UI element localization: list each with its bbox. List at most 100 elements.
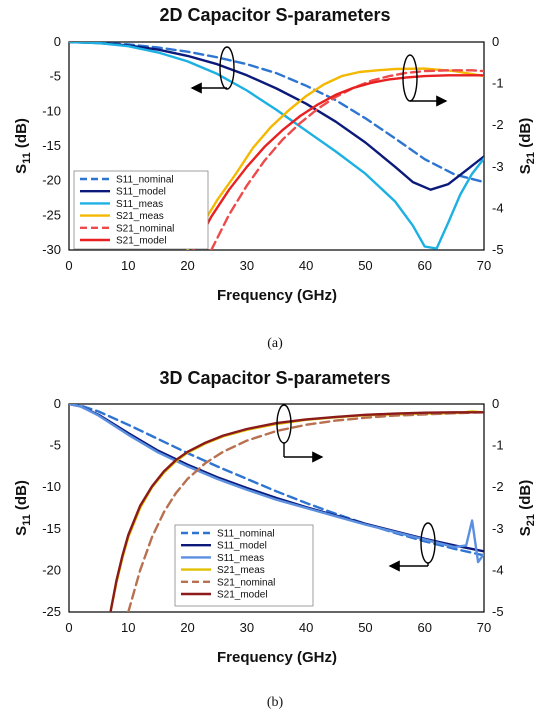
y2-axis-subscript: 21 — [525, 152, 537, 164]
plot-area — [68, 41, 485, 251]
legend-box — [174, 524, 314, 607]
y2-axis-letter: S — [517, 526, 534, 536]
series-line-s11-nominal — [69, 404, 484, 557]
x-tick-label: 50 — [358, 620, 372, 635]
annotation-left — [190, 46, 235, 94]
series-line-s11-nominal — [69, 42, 484, 184]
y2-tick-label: -5 — [492, 242, 504, 257]
legend: S11_nominalS11_modelS11_measS21_measS21_… — [73, 170, 209, 250]
series-line-s21-model — [109, 411, 484, 612]
y-axis-letter: S — [13, 526, 30, 536]
y-tick-label: -10 — [42, 103, 61, 118]
x-axis-title: Frequency (GHz) — [217, 649, 337, 666]
x-tick-label: 70 — [477, 258, 491, 273]
axis-ticks: 0 10 20 30 40 50 60 70 0 -5 -10 -15 -20 -25 0 -1 -2 -3 -4 -… — [42, 396, 503, 635]
x-tick-label: 0 — [65, 258, 72, 273]
legend-label: S11_nominal — [116, 175, 174, 186]
legend-label: S11_meas — [217, 553, 264, 564]
y-tick-label: -30 — [42, 242, 61, 257]
y-axis-title: S11 (dB) — [13, 118, 33, 174]
series-line-s11-meas — [69, 42, 484, 250]
legend: S11_nominalS11_modelS11_measS21_measS21_… — [174, 524, 314, 607]
y2-tick-label: -2 — [492, 479, 504, 494]
legend-items: S11_nominalS11_modelS11_measS21_measS21_… — [80, 175, 174, 247]
y2-axis-letter: S — [517, 164, 534, 174]
x-tick-label: 10 — [121, 620, 135, 635]
y-axis-unit: (dB) — [13, 118, 30, 152]
legend-items: S11_nominalS11_modelS11_measS21_measS21_… — [181, 529, 275, 601]
axis-ticks: 0 10 20 30 40 50 60 70 0 -5 -10 -15 -20 -25 -30 0 -1 -2 -3… — [42, 34, 503, 273]
legend-label: S21_model — [217, 590, 268, 601]
series-line-s11-model — [69, 42, 484, 191]
y2-axis-title: S21 (dB) — [517, 118, 537, 174]
y2-tick-label: -2 — [492, 117, 504, 132]
y2-tick-label: -1 — [492, 76, 504, 91]
y2-tick-label: -3 — [492, 159, 504, 174]
y-axis-letter: S — [13, 164, 30, 174]
y-tick-label: -15 — [42, 521, 61, 536]
y-axis-title: S11 (dB) — [13, 480, 33, 536]
legend-label: S11_model — [116, 187, 166, 198]
figure-caption: (a) — [267, 336, 283, 351]
y2-tick-label: -4 — [492, 562, 504, 577]
annotation-lower — [388, 522, 436, 572]
y-axis-subscript: 11 — [21, 152, 33, 164]
legend-label: S11_nominal — [217, 529, 275, 540]
legend-label: S11_model — [217, 541, 267, 552]
y2-axis-unit: (dB) — [517, 480, 534, 514]
x-tick-label: 60 — [417, 620, 431, 635]
y2-tick-label: -3 — [492, 521, 504, 536]
chart-title: 2D Capacitor S-parameters — [159, 5, 390, 25]
legend-label: S21_model — [116, 236, 167, 247]
y-tick-label: 0 — [54, 34, 61, 49]
annotation-upper — [276, 404, 324, 463]
x-tick-label: 30 — [240, 258, 254, 273]
figure-caption: (b) — [267, 695, 284, 710]
legend-label: S21_meas — [116, 211, 164, 222]
series-line-s11-meas — [69, 404, 484, 564]
y-tick-label: -25 — [42, 207, 61, 222]
x-tick-label: 10 — [121, 258, 135, 273]
y2-axis-unit: (dB) — [517, 118, 534, 152]
y-tick-label: -25 — [42, 604, 61, 619]
y2-tick-label: -5 — [492, 604, 504, 619]
x-axis-title: Frequency (GHz) — [217, 287, 337, 304]
y-tick-label: -5 — [49, 438, 61, 453]
legend-label: S21_meas — [217, 565, 265, 576]
x-tick-label: 20 — [180, 620, 194, 635]
y-tick-label: -20 — [42, 173, 61, 188]
y2-tick-label: 0 — [492, 34, 499, 49]
y2-axis-subscript: 21 — [525, 514, 537, 526]
annotation-ellipse — [219, 46, 235, 90]
legend-label: S21_nominal — [217, 577, 275, 588]
legend-box — [73, 170, 209, 250]
y2-tick-label: -1 — [492, 438, 504, 453]
legend-label: S21_nominal — [116, 223, 174, 234]
x-tick-label: 40 — [299, 258, 313, 273]
x-tick-label: 20 — [180, 258, 194, 273]
y-axis-unit: (dB) — [13, 480, 30, 514]
annotation-right — [402, 54, 448, 107]
x-tick-label: 0 — [65, 620, 72, 635]
y-tick-label: -20 — [42, 562, 61, 577]
series-line-s21-nominal — [127, 411, 484, 612]
y2-axis-title: S21 (dB) — [517, 480, 537, 536]
x-tick-label: 50 — [358, 258, 372, 273]
chart-2d-capacitor: 2D Capacitor S-parameters 0 10 20 30 40 50 60 7… — [13, 5, 537, 351]
y-tick-label: -15 — [42, 138, 61, 153]
legend-label: S11_meas — [116, 199, 163, 210]
x-tick-label: 60 — [417, 258, 431, 273]
x-tick-label: 70 — [477, 620, 491, 635]
chart-3d-capacitor: 3D Capacitor S-parameters 0 10 20 30 40 50 60 7… — [13, 368, 537, 710]
series-line-s21-model — [192, 74, 484, 250]
plot-area — [68, 403, 485, 613]
y2-tick-label: 0 — [492, 396, 499, 411]
y-tick-label: -5 — [49, 69, 61, 84]
y2-tick-label: -4 — [492, 200, 504, 215]
chart-title: 3D Capacitor S-parameters — [159, 368, 390, 388]
y-tick-label: -10 — [42, 479, 61, 494]
chart-marks — [69, 42, 484, 250]
y-tick-label: 0 — [54, 396, 61, 411]
x-tick-label: 40 — [299, 620, 313, 635]
